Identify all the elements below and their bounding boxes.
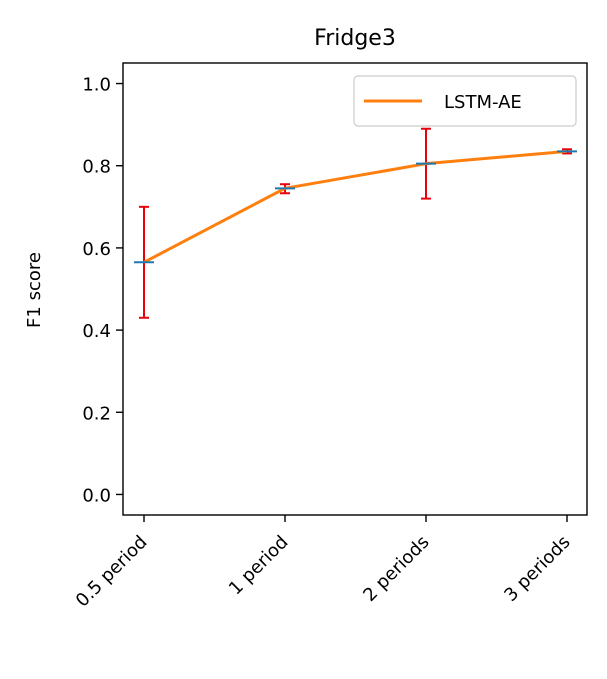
axis-ticks: 0.0 0.2 0.4 0.6 0.8 1.0 0.5 period 1 period 2 pe…: [72, 75, 575, 612]
chart-title: Fridge3: [314, 26, 396, 51]
y-tick-label: 0.6: [82, 239, 111, 260]
x-tick-label: 0.5 period: [72, 532, 152, 612]
x-tick-label: 2 periods: [359, 532, 433, 606]
legend-entry-label: LSTM-AE: [444, 92, 522, 113]
y-tick-label: 1.0: [82, 75, 111, 96]
legend: LSTM-AE: [353, 75, 577, 127]
series-line-lstm-ae: [143, 149, 568, 264]
y-tick-label: 0.0: [82, 485, 111, 506]
y-tick-label: 0.4: [82, 321, 111, 342]
x-tick-label: 1 period: [225, 532, 293, 600]
plot-area-frame: [122, 62, 588, 516]
y-axis-label: F1 score: [24, 252, 45, 328]
series-markers: [134, 150, 577, 264]
y-tick-label: 0.8: [82, 157, 111, 178]
x-tick-label: 3 periods: [500, 532, 574, 606]
legend-box: [353, 75, 577, 127]
y-tick-label: 0.2: [82, 403, 111, 424]
series-line-layer: [143, 149, 568, 264]
